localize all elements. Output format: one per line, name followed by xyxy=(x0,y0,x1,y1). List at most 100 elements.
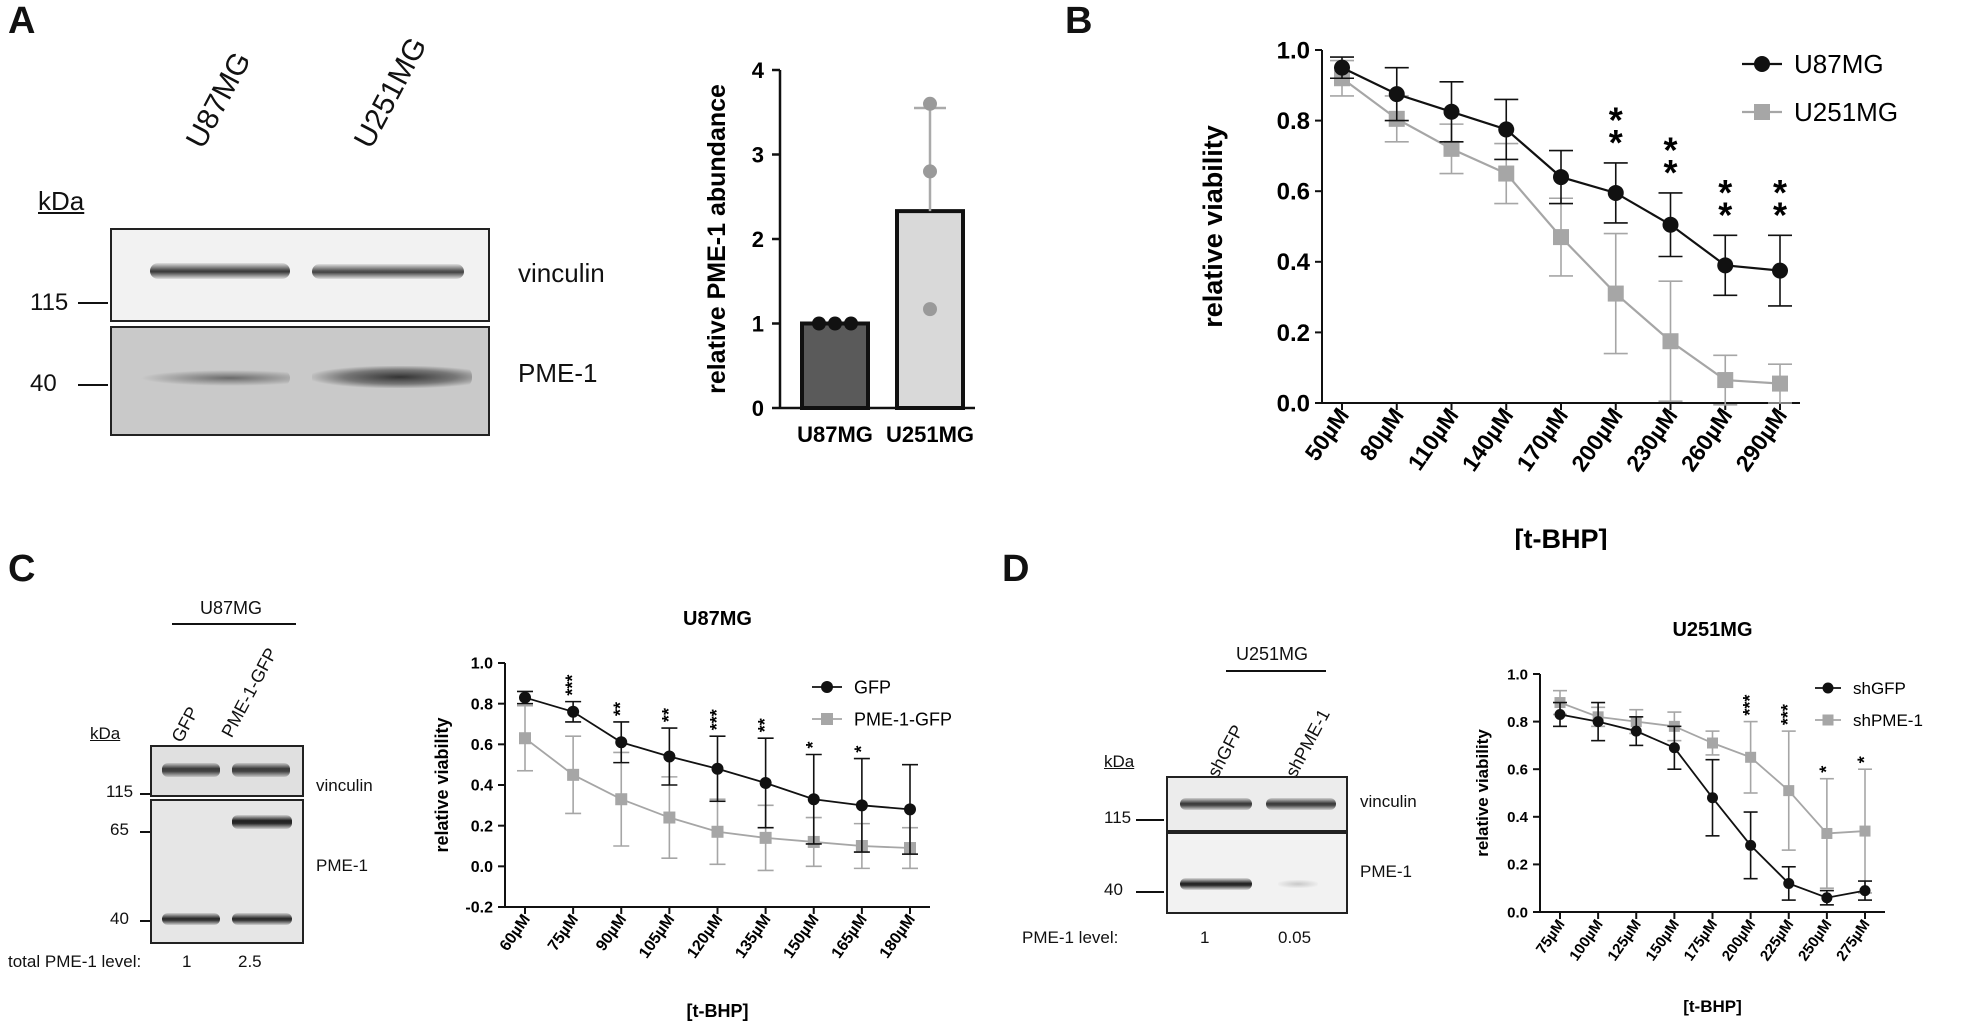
y-tick-label: 0.8 xyxy=(1507,714,1528,731)
y-tick-label: 3 xyxy=(752,143,764,168)
data-point xyxy=(904,803,916,816)
panel-letter-d: D xyxy=(1002,548,1030,590)
significance-marker: * xyxy=(1609,122,1623,163)
significance-marker: *** xyxy=(563,675,583,696)
marker-tick xyxy=(140,831,150,833)
x-tick-label: 165µM xyxy=(829,912,871,962)
significance-marker: *** xyxy=(1778,704,1798,725)
y-axis-label: relative viability xyxy=(432,717,452,852)
significance-marker: * xyxy=(1609,100,1623,141)
x-tick-label: 105µM xyxy=(636,912,678,962)
significance-marker: ** xyxy=(611,702,631,716)
lane-label-pme1-gfp: PME-1-GFP xyxy=(217,644,282,741)
legend-marker xyxy=(821,713,833,725)
y-axis-label: relative viability xyxy=(1473,729,1492,857)
band-label-vinculin-a: vinculin xyxy=(518,258,605,288)
data-point xyxy=(519,691,531,704)
data-point xyxy=(1553,169,1569,186)
significance-marker: * xyxy=(1854,756,1874,763)
data-point xyxy=(615,793,628,806)
data-point xyxy=(1607,285,1624,302)
panel-letter-c: C xyxy=(8,548,36,590)
y-tick-label: 0 xyxy=(752,396,764,421)
x-tick-label: U87MG xyxy=(797,422,873,447)
data-point xyxy=(1668,742,1680,754)
band-label-vinculin-d: vinculin xyxy=(1360,792,1417,811)
x-axis-label: [t-BHP] xyxy=(1515,524,1608,550)
y-axis-label: relative PME-1 abundance xyxy=(703,84,731,394)
data-point xyxy=(855,799,868,812)
legend-marker xyxy=(1754,104,1770,120)
kda-label-c: kDa xyxy=(90,724,121,743)
x-axis-label: [t-BHP] xyxy=(1683,997,1742,1016)
y-tick-label: 0.4 xyxy=(471,778,493,795)
x-tick-label: 180µM xyxy=(877,912,919,962)
x-tick-label: 75µM xyxy=(545,912,582,955)
legend-label: shPME-1 xyxy=(1853,711,1923,730)
group-underline-d xyxy=(1226,670,1326,672)
lane-label-shpme1: shPME-1 xyxy=(1281,705,1334,781)
marker-65-c: 65 xyxy=(110,820,129,839)
y-tick-label: 0.4 xyxy=(1277,249,1311,276)
significance-marker: * xyxy=(1773,172,1787,213)
x-tick-label: 150µM xyxy=(1642,917,1682,965)
data-point xyxy=(711,825,724,838)
data-point xyxy=(711,762,724,775)
lane-label-shgfp: shGFP xyxy=(1203,721,1248,781)
x-tick-label: 230µM xyxy=(1621,403,1683,476)
significance-marker: *** xyxy=(707,709,727,730)
x-tick-label: 200µM xyxy=(1566,403,1628,476)
group-label-c: U87MG xyxy=(200,598,263,618)
band-label-pme1-c: PME-1 xyxy=(316,856,368,875)
panel-letter-a: A xyxy=(8,0,36,42)
y-tick-label: -0.2 xyxy=(465,900,493,917)
marker-40-a: 40 xyxy=(30,370,57,397)
data-point xyxy=(1783,877,1795,889)
legend-marker xyxy=(1822,714,1834,726)
x-tick-label: 80µM xyxy=(1354,403,1409,465)
data-point xyxy=(519,732,531,745)
significance-marker: * xyxy=(1718,194,1732,235)
blot-pme1-a xyxy=(110,326,490,436)
data-point xyxy=(1607,184,1624,201)
data-point xyxy=(663,811,676,824)
data-point xyxy=(1553,229,1569,246)
x-tick-label: 120µM xyxy=(684,912,726,962)
level-value-shpme1: 0.05 xyxy=(1278,928,1312,947)
chart-title: U251MG xyxy=(1672,619,1752,641)
marker-40-d: 40 xyxy=(1104,880,1123,899)
y-tick-label: 0.0 xyxy=(1507,904,1528,921)
legend-label: shGFP xyxy=(1853,679,1906,698)
significance-marker: * xyxy=(1816,766,1836,773)
data-point xyxy=(1783,785,1795,797)
y-tick-label: 0.4 xyxy=(1507,809,1529,826)
marker-115-c: 115 xyxy=(106,782,134,801)
data-point xyxy=(1772,375,1788,392)
x-tick-label: 260µM xyxy=(1675,403,1737,476)
marker-115-d: 115 xyxy=(1104,808,1132,827)
data-point xyxy=(1443,103,1460,120)
data-point xyxy=(1707,737,1718,749)
chart-a-bar: 0 1 2 3 4 relative PME-1 abundance U87MG U251MG xyxy=(703,58,975,447)
data-point xyxy=(1821,892,1833,904)
x-tick-label: 90µM xyxy=(593,912,630,955)
y-tick-label: 0.6 xyxy=(471,737,493,754)
y-tick-label: 0.8 xyxy=(1277,108,1310,135)
marker-tick xyxy=(140,793,150,795)
data-point xyxy=(1498,121,1515,138)
y-tick-label: 0.8 xyxy=(471,696,493,713)
band-label-pme1-d: PME-1 xyxy=(1360,862,1412,881)
legend-label: U87MG xyxy=(1794,49,1884,79)
data-point xyxy=(615,736,628,749)
y-tick-label: 4 xyxy=(752,58,765,83)
data-point xyxy=(1334,59,1350,76)
data-point xyxy=(567,705,580,718)
y-tick-label: 0.6 xyxy=(1507,761,1528,778)
significance-marker: * xyxy=(851,746,871,753)
data-point xyxy=(1554,708,1566,720)
x-tick-label: 135µM xyxy=(732,912,774,962)
significance-marker: * xyxy=(1663,152,1677,193)
marker-tick xyxy=(1136,819,1164,821)
kda-label-d: kDa xyxy=(1104,752,1135,771)
